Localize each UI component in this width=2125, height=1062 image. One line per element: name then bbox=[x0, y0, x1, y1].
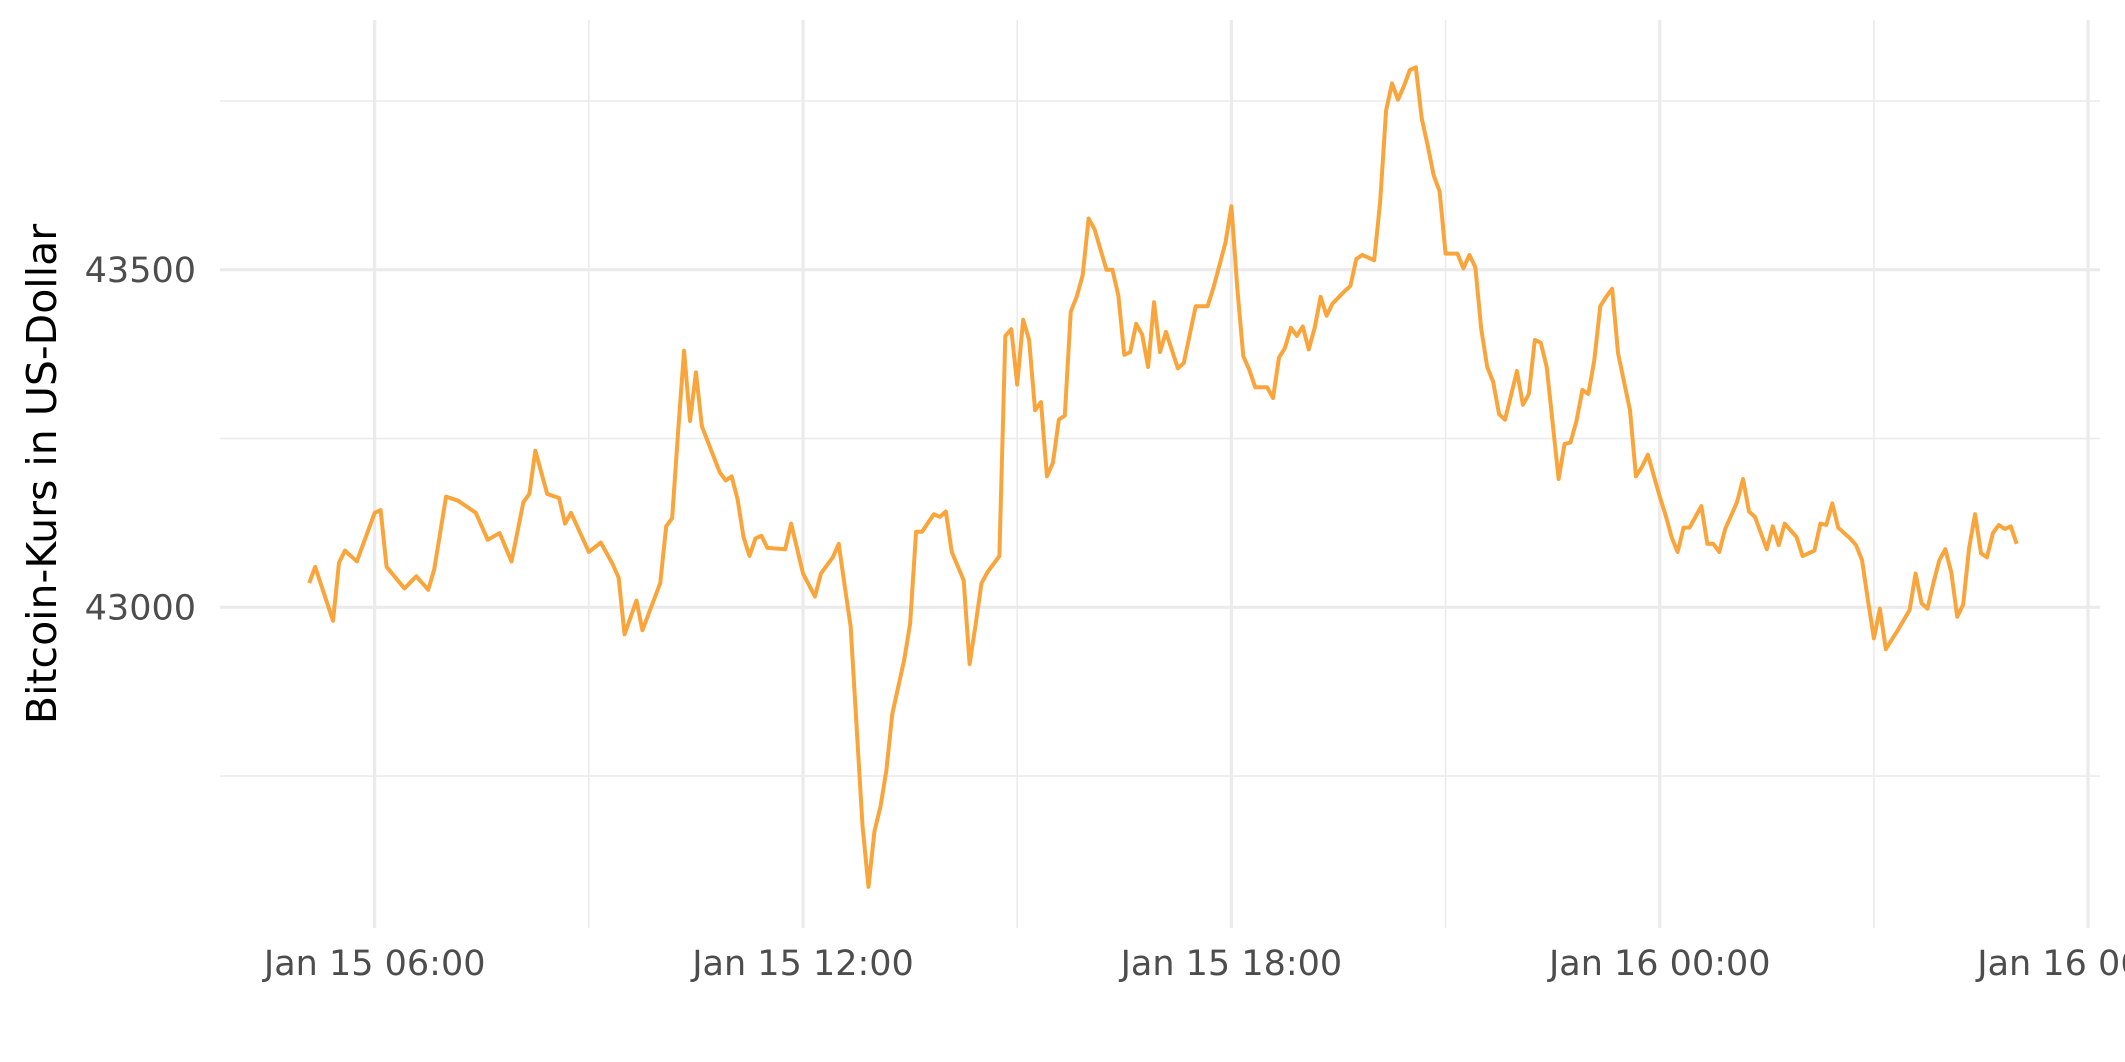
y-tick-label: 43500 bbox=[85, 251, 196, 291]
x-tick-label: Jan 15 18:00 bbox=[1119, 944, 1343, 984]
x-tick-label: Jan 16 06:00 bbox=[1975, 944, 2125, 984]
x-tick-label: Jan 15 12:00 bbox=[690, 944, 914, 984]
grid bbox=[220, 20, 2100, 928]
y-axis-title: Bitcoin-Kurs in US-Dollar bbox=[18, 224, 66, 724]
y-tick-label: 43000 bbox=[85, 588, 196, 628]
x-tick-label: Jan 16 00:00 bbox=[1547, 944, 1771, 984]
x-tick-label: Jan 15 06:00 bbox=[262, 944, 486, 984]
price-line bbox=[307, 65, 2019, 889]
